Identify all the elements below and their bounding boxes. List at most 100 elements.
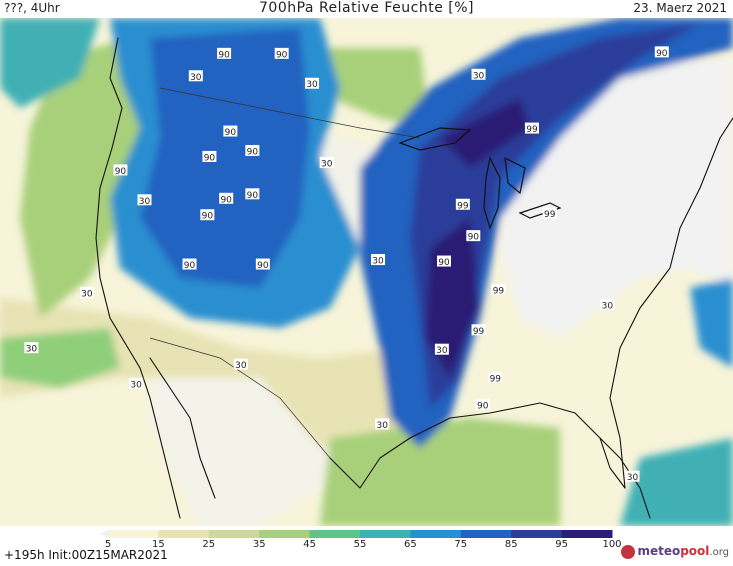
contour-label-text: 99 — [544, 210, 556, 220]
colorbar: 5 15 25 35 45 55 65 75 85 95 100 — [100, 530, 622, 548]
contour-label-text: 30 — [372, 257, 384, 267]
colorbar-tick-label: 5 — [105, 539, 111, 548]
country-lines — [149, 87, 421, 459]
contour-label: 30 — [188, 70, 203, 83]
humid-area-gulf-east — [620, 438, 733, 526]
colorbar-tick-label: 65 — [404, 539, 417, 548]
contour-label-text: 99 — [490, 375, 502, 385]
contour-labels: 90 90 30 30 30 90 90 90 90 30 99 90 30 90 90 90 99 99 90 30… — [24, 46, 669, 483]
contour-label-text: 99 — [473, 327, 485, 337]
colorbar-segment — [410, 530, 462, 538]
contour-label-text: 90 — [247, 191, 259, 201]
us-mexico-border — [149, 337, 331, 459]
contour-label-text: 30 — [235, 361, 247, 371]
moist-band-green-gulf — [320, 418, 560, 526]
contour-label-text: 30 — [81, 289, 93, 299]
lake-erie — [518, 202, 562, 219]
humidity-map: 90 90 30 30 30 90 90 90 90 30 99 90 30 90 90 90 99 99 90 30… — [0, 18, 733, 526]
meteopool-logo: meteopool.org — [637, 544, 729, 558]
colorbar-tick-label: 45 — [303, 539, 316, 548]
colorbar-arrow — [100, 530, 108, 538]
us-canada-border — [159, 87, 421, 139]
contour-label-text: 90 — [477, 401, 489, 411]
contour-label: 30 — [600, 298, 615, 311]
contour-label-text: 90 — [276, 50, 288, 60]
colorbar-segment — [460, 530, 512, 538]
contour-label: 99 — [524, 122, 539, 135]
contour-label: 99 — [488, 372, 503, 385]
contour-label: 30 — [471, 68, 486, 81]
colorbar-segment — [108, 530, 159, 538]
lake-huron — [504, 156, 526, 195]
forecast-date: 23. Maerz 2021 — [633, 1, 727, 15]
contour-label: 30 — [79, 286, 94, 299]
contour-label-text: 99 — [493, 286, 505, 296]
contour-label-text: 90 — [247, 147, 259, 157]
contour-label-text: 90 — [115, 167, 127, 177]
colorbar-tick-label: 15 — [152, 539, 165, 548]
contour-label: 90 — [255, 258, 270, 271]
contour-label-text: 99 — [526, 125, 538, 135]
contour-label: 90 — [245, 188, 260, 201]
contour-label: 90 — [475, 398, 490, 411]
contour-label-text: 30 — [436, 346, 448, 356]
contour-label: 90 — [245, 144, 260, 157]
contour-label: 90 — [200, 209, 215, 222]
colorbar-tick-label: 95 — [555, 539, 568, 548]
meteopool-logo-icon — [621, 545, 635, 559]
colorbar-tick-label: 75 — [454, 539, 467, 548]
colorbar-tick-label: 85 — [505, 539, 518, 548]
great-lakes — [398, 127, 562, 230]
contour-label-text: 30 — [190, 73, 202, 83]
contour-label-text: 30 — [26, 345, 38, 355]
contour-label-text: 99 — [457, 201, 469, 211]
contour-label-text: 30 — [473, 71, 485, 81]
contour-label: 30 — [129, 378, 144, 391]
header-bar: ???, 4Uhr 700hPa Relative Feuchte [%] 23… — [0, 0, 733, 18]
contour-label: 90 — [182, 258, 197, 271]
humid-area-atlantic — [690, 278, 733, 368]
contour-label: 30 — [319, 156, 334, 169]
contour-label: 90 — [436, 255, 451, 268]
colorbar-segment — [511, 530, 563, 538]
colorbar-tick-label: 35 — [253, 539, 266, 548]
forecast-time-label: ???, 4Uhr — [4, 1, 60, 15]
contour-label: 30 — [434, 343, 449, 356]
contour-label: 90 — [223, 125, 238, 138]
contour-label-text: 90 — [225, 128, 237, 138]
contour-label-text: 90 — [218, 50, 230, 60]
contour-label: 30 — [625, 470, 640, 483]
contour-label: 30 — [137, 194, 152, 207]
colorbar-segment — [208, 530, 260, 538]
contour-label: 30 — [305, 77, 320, 90]
contour-label-text: 90 — [656, 49, 668, 59]
contour-label-text: 30 — [139, 197, 151, 207]
contour-label: 99 — [455, 198, 470, 211]
colorbar-segment — [561, 530, 613, 538]
colorbar-segment — [309, 530, 361, 538]
colorbar-segment — [360, 530, 411, 538]
map-title: 700hPa Relative Feuchte [%] — [259, 0, 474, 16]
contour-label-text: 30 — [602, 301, 614, 311]
contour-label-text: 30 — [321, 159, 333, 169]
colorbar-tick-label: 100 — [602, 539, 621, 548]
contour-label: 30 — [233, 358, 248, 371]
contour-label: 99 — [471, 324, 486, 337]
contour-label: 99 — [491, 283, 506, 296]
humid-area-pacific-nw — [0, 18, 100, 108]
humid-core-west-inner — [140, 28, 310, 288]
contour-label-text: 30 — [130, 381, 142, 391]
colorbar-tick-label: 25 — [202, 539, 215, 548]
init-time-label: +195h Init:00Z15MAR2021 — [4, 548, 168, 562]
contour-label: 90 — [274, 47, 289, 60]
contour-label: 90 — [466, 230, 481, 243]
contour-label: 30 — [375, 418, 390, 431]
mexico-west-coast — [149, 357, 216, 499]
west-coastline — [95, 37, 141, 369]
footer-bar: 5 15 25 35 45 55 65 75 85 95 100 +195h Init:00Z15M… — [0, 526, 733, 566]
lake-michigan — [483, 156, 501, 230]
contour-label: 90 — [219, 192, 234, 205]
contour-label: 99 — [542, 207, 557, 220]
contour-label: 90 — [202, 150, 217, 163]
contour-label-text: 90 — [438, 258, 450, 268]
